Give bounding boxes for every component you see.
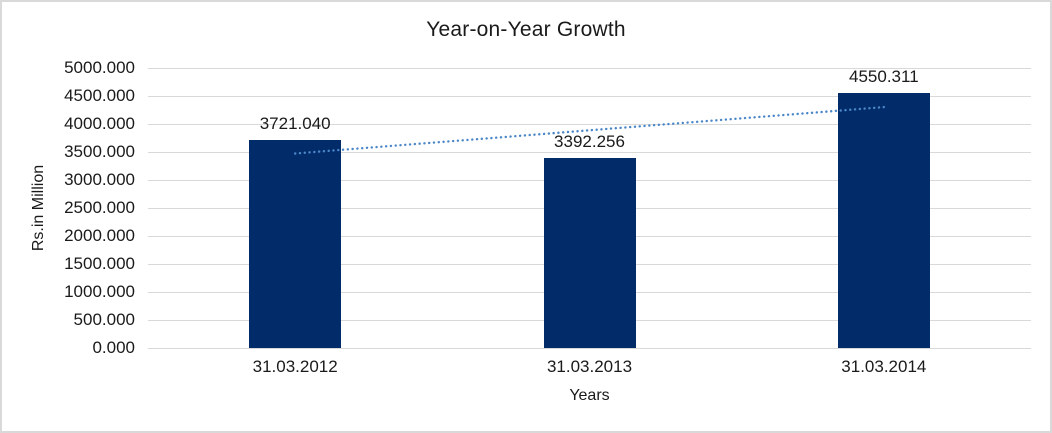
data-label: 3721.040 (259, 113, 331, 133)
x-axis-tick-label: 31.03.2012 (252, 357, 338, 376)
bar-31.03.2012 (249, 139, 342, 348)
x-axis-tick-label: 31.03.2014 (841, 357, 927, 376)
x-axis-tick-label: 31.03.2013 (546, 357, 633, 376)
gridline (148, 124, 1031, 125)
y-axis-tick-label: 3000.000 (64, 170, 135, 189)
gridline (148, 68, 1031, 69)
x-axis-title: Years (569, 387, 610, 404)
gridline (148, 152, 1031, 153)
y-axis-tick-label: 2000.000 (64, 226, 135, 245)
bar-31.03.2014 (837, 93, 930, 348)
y-axis-tick-label: 0.000 (92, 338, 135, 357)
trendline (293, 105, 886, 155)
y-axis-tick-label: 3500.000 (64, 142, 135, 161)
y-axis-tick-label: 2500.000 (64, 198, 135, 217)
data-label: 4550.311 (849, 67, 919, 87)
plot-area: 3721.040 3392.256 4550.311 (148, 67, 1031, 349)
gridline (148, 96, 1031, 97)
data-label: 3392.256 (554, 132, 625, 152)
gridline (148, 348, 1031, 349)
y-axis-tick-label: 1500.000 (64, 254, 135, 273)
y-axis-tick-label: 1000.000 (64, 282, 135, 301)
bar-31.03.2013 (543, 158, 636, 348)
y-axis-tick-label: 4000.000 (64, 114, 135, 133)
chart-title: Year-on-Year Growth (426, 18, 626, 41)
y-axis-tick-label: 5000.000 (64, 58, 135, 77)
y-axis-tick-label: 500.000 (73, 310, 135, 329)
y-axis-tick-label: 4500.000 (64, 86, 135, 105)
